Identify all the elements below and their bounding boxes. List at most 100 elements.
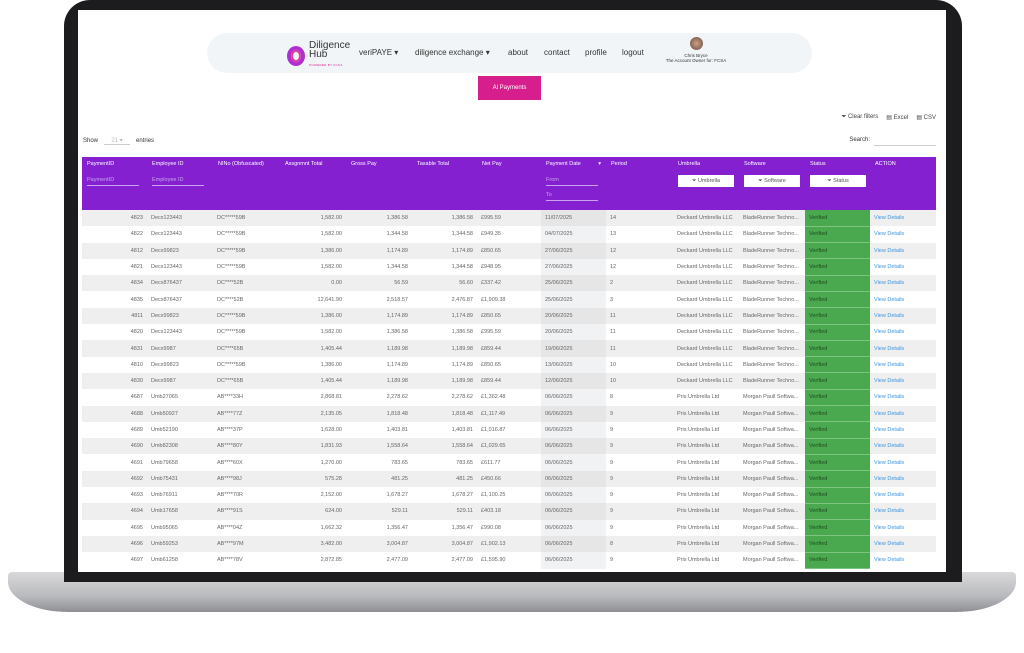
assignment-total: 1,270.00 (320, 459, 342, 466)
col-gross-pay[interactable]: Gross Pay (351, 161, 377, 167)
payment-id: 4835 (130, 296, 143, 303)
payment-id: 4693 (130, 492, 143, 499)
view-details-link[interactable]: View Details (874, 215, 905, 222)
nav-veripaye[interactable]: veriPAYE ▾ (359, 48, 399, 57)
all-payments-button[interactable]: Al Payments (478, 76, 541, 100)
gross-pay: 1,386.58 (386, 329, 408, 336)
col-payment-date[interactable]: Payment Date ▾ From To (541, 157, 606, 210)
view-details-link[interactable]: View Details (874, 459, 905, 466)
umbrella: Pris Umbrella Ltd (677, 541, 720, 548)
status-filter-button[interactable]: ⏷ Status (810, 175, 866, 187)
logo[interactable]: Diligence Hub POWERED BY FCSA (287, 41, 350, 70)
period: 9 (610, 459, 614, 466)
nav-logout[interactable]: logout (622, 48, 644, 57)
software: BladeRunner Techno... (743, 231, 799, 238)
view-details-link[interactable]: View Details (874, 508, 905, 515)
employee-id-filter[interactable]: Employee ID (152, 177, 204, 186)
payment-id: 4692 (130, 475, 143, 482)
net-pay: £859.44 (481, 378, 501, 385)
period: 3 (610, 296, 614, 303)
view-details-link[interactable]: View Details (874, 247, 905, 254)
entries-select[interactable]: 21 ▾ (104, 137, 131, 145)
view-details-link[interactable]: View Details (874, 394, 905, 401)
nav-diligence-exchange[interactable]: diligence exchange ▾ (415, 48, 490, 57)
gross-pay: 1,356.47 (386, 524, 408, 531)
view-details-link[interactable]: View Details (874, 378, 905, 385)
col-net-pay[interactable]: Net Pay (482, 161, 502, 167)
taxable-total: 1,558.64 (451, 443, 473, 450)
col-status[interactable]: Status ⏷ Status (805, 157, 870, 210)
user-menu[interactable]: Chris Bryce The Account Owner for: FCSA (651, 37, 741, 63)
status-badge: Verified (805, 487, 870, 504)
view-details-link[interactable]: View Details (874, 345, 905, 352)
payment-id: 4820 (130, 329, 143, 336)
view-details-link[interactable]: View Details (874, 524, 905, 531)
software: BladeRunner Techno... (743, 296, 799, 303)
view-details-link[interactable]: View Details (874, 312, 905, 319)
payment-date: 04/07/2025 (541, 226, 606, 243)
gross-pay: 783.65 (391, 459, 408, 466)
view-details-link[interactable]: View Details (874, 541, 905, 548)
view-details-link[interactable]: View Details (874, 475, 905, 482)
assignment-total: 1,831.93 (320, 443, 342, 450)
employee-id: Umb61258 (151, 557, 178, 564)
employee-id: Decx9987 (151, 345, 176, 352)
nav-profile[interactable]: profile (585, 48, 607, 57)
view-details-link[interactable]: View Details (874, 280, 905, 287)
period: 14 (610, 215, 617, 222)
view-details-link[interactable]: View Details (874, 443, 905, 450)
col-assignment-total[interactable]: Assgnmnt Total (285, 161, 323, 167)
gross-pay: 1,403.81 (386, 427, 408, 433)
view-details-link[interactable]: View Details (874, 231, 905, 238)
nino: AB****04Z (217, 524, 243, 531)
table-row: 4696 Umb59253 AB****97M 3,482.00 3,004.87 3,0… (82, 535, 936, 553)
period: 9 (610, 443, 614, 450)
view-details-link[interactable]: View Details (874, 361, 905, 368)
excel-button[interactable]: ▤ Excel (886, 114, 908, 121)
assignment-total: 1,662.32 (320, 524, 342, 531)
col-nino[interactable]: NINo (Obfuscated) (218, 161, 264, 167)
view-details-link[interactable]: View Details (874, 557, 905, 564)
period: 9 (610, 427, 614, 433)
gross-pay: 1,558.64 (386, 443, 408, 450)
status-badge: Verified (805, 242, 870, 260)
col-taxable-total[interactable]: Taxable Total (417, 161, 450, 167)
view-details-link[interactable]: View Details (874, 492, 905, 499)
view-details-link[interactable]: View Details (874, 410, 905, 417)
view-details-link[interactable]: View Details (874, 329, 905, 336)
col-software[interactable]: Software ⏷ Software (739, 157, 805, 210)
col-umbrella[interactable]: Umbrella ⏷ Umbrella (673, 157, 739, 210)
software: Morgan Paull Softwa... (743, 557, 799, 564)
nav-contact[interactable]: contact (544, 48, 570, 57)
software-filter-button[interactable]: ⏷ Software (744, 175, 800, 187)
payment-date: 06/06/2025 (541, 487, 606, 504)
clear-filters-button[interactable]: ⏷ Clear filters (841, 114, 878, 121)
view-details-link[interactable]: View Details (874, 427, 905, 433)
date-to-filter[interactable]: To (546, 192, 598, 201)
nav-about[interactable]: about (508, 48, 529, 57)
employee-id: Decx123443 (151, 264, 182, 271)
nino: DC*****59B (217, 264, 246, 271)
payment-id-filter[interactable]: PaymentID (87, 177, 139, 186)
col-label: Status (810, 161, 826, 167)
search-input[interactable] (874, 137, 936, 146)
col-employee-id[interactable]: Employee ID Employee ID (147, 157, 213, 210)
brand-name: Diligence (309, 40, 351, 51)
period: 12 (610, 247, 617, 254)
net-pay: £1,595.90 (481, 557, 506, 564)
taxable-total: 2,278.62 (451, 394, 473, 401)
col-period[interactable]: Period (611, 161, 627, 167)
csv-button[interactable]: ▤ CSV (916, 114, 936, 121)
employee-id: Umb95065 (151, 524, 178, 531)
umbrella-filter-button[interactable]: ⏷ Umbrella (678, 175, 734, 187)
nino: AB****33H (217, 394, 243, 401)
table-row: 4822 Decx123443 DC*****59B 1,582.00 1,344.58… (82, 226, 936, 244)
employee-id: Decx876437 (151, 280, 182, 287)
software: Morgan Paull Softwa... (743, 492, 799, 499)
date-from-filter[interactable]: From (546, 177, 598, 186)
view-details-link[interactable]: View Details (874, 264, 905, 271)
view-details-link[interactable]: View Details (874, 296, 905, 303)
col-payment-id[interactable]: PaymentID PaymentID (82, 157, 147, 210)
net-pay: £1,029.65 (481, 443, 506, 450)
col-action: ACTION (875, 161, 896, 167)
